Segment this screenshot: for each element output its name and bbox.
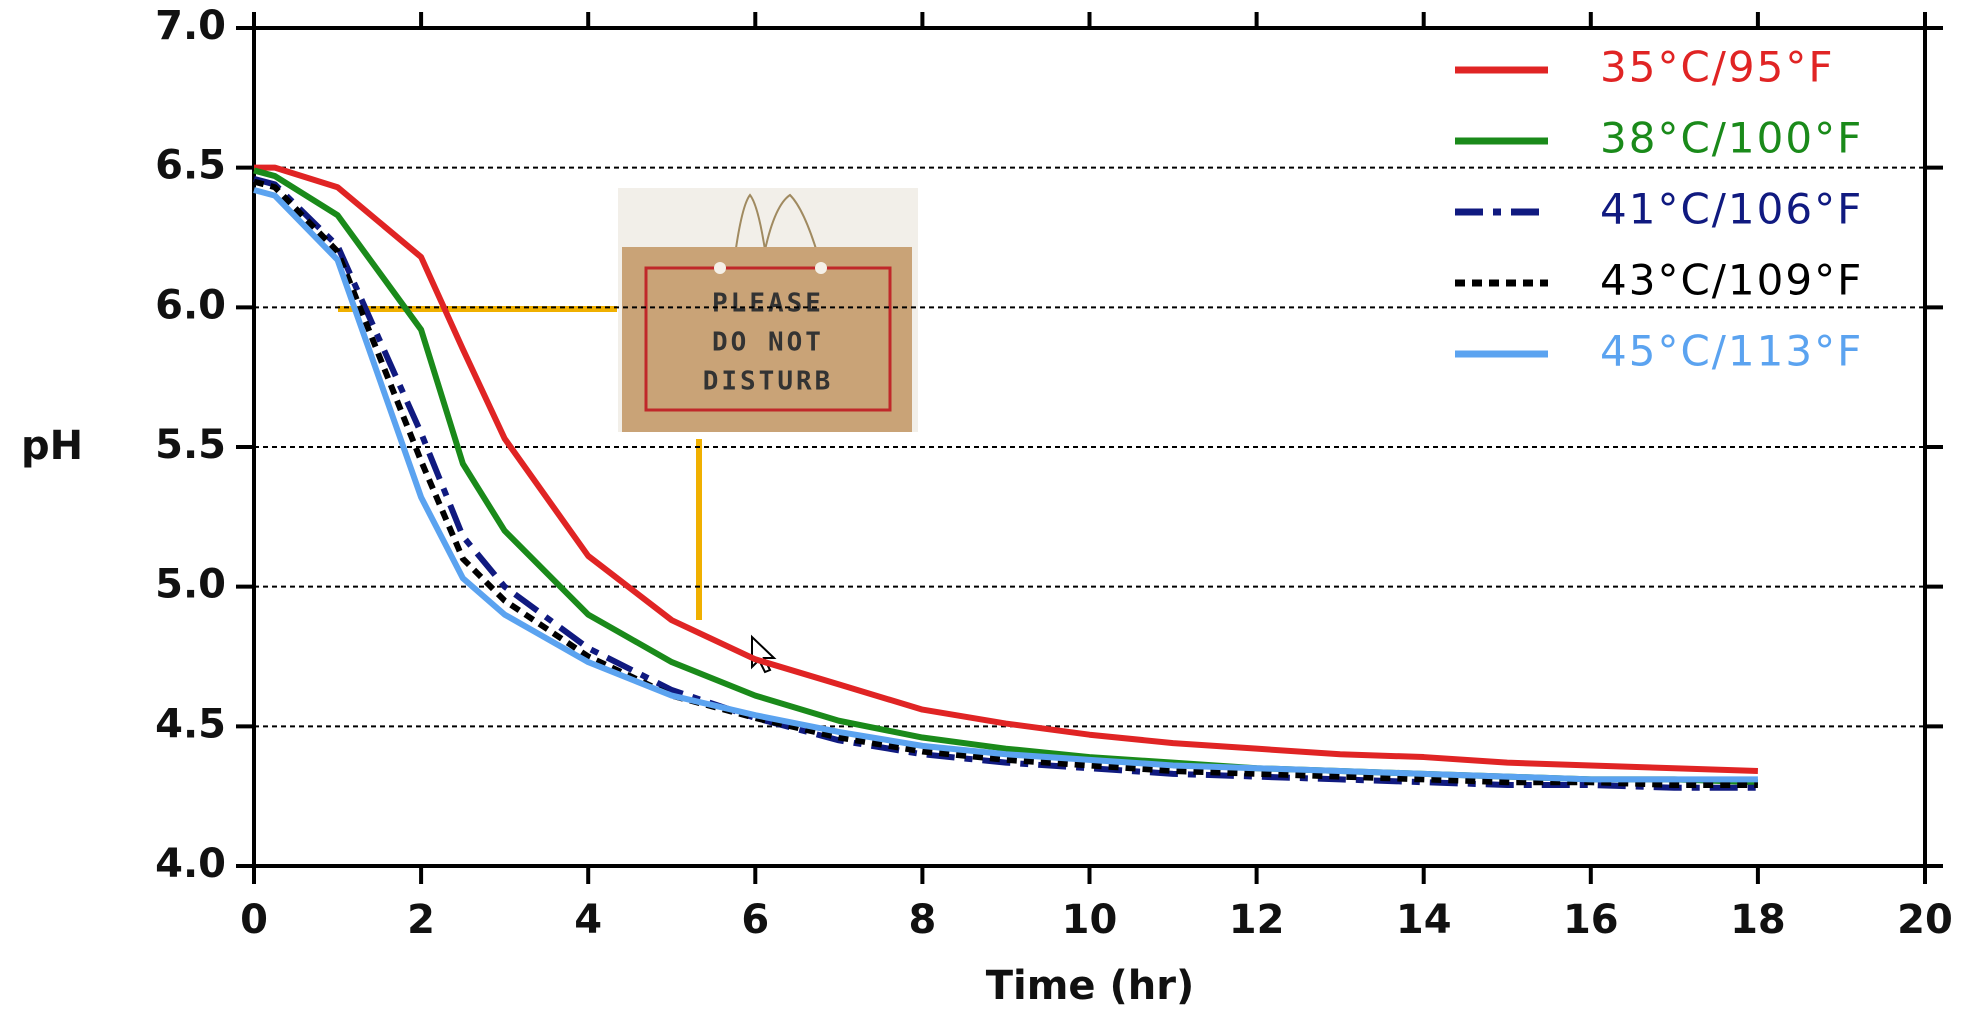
x-tick-label: 2 — [407, 897, 435, 943]
legend-label: 41°C/106°F — [1600, 185, 1863, 234]
series-line — [254, 168, 1758, 771]
x-tick-label: 4 — [574, 897, 602, 943]
y-tick-label: 6.5 — [155, 143, 226, 189]
legend-label: 38°C/100°F — [1600, 114, 1863, 163]
sign-text: DISTURB — [703, 367, 834, 397]
sign-text: DO NOT — [712, 328, 824, 358]
y-tick-label: 6.0 — [155, 282, 226, 328]
y-tick-label: 4.5 — [155, 701, 226, 747]
x-tick-label: 0 — [240, 897, 268, 943]
chart: pH Time (hr) PLEASE DO NOT DISTURB 4.0 4.5 5… — [0, 0, 1965, 1013]
legend-label: 43°C/109°F — [1600, 256, 1863, 305]
y-axis-label: pH — [21, 423, 83, 469]
series-line — [254, 182, 1758, 785]
sign-text: PLEASE — [712, 289, 824, 319]
y-tick-label: 7.0 — [155, 3, 226, 49]
x-tick-label: 12 — [1229, 897, 1285, 943]
x-tick-label: 20 — [1897, 897, 1953, 943]
x-tick-label: 8 — [908, 897, 936, 943]
sign-image: PLEASE DO NOT DISTURB — [618, 188, 918, 432]
x-tick-label: 6 — [741, 897, 769, 943]
page: pH Time (hr) PLEASE DO NOT DISTURB 4.0 4.5 5… — [0, 0, 1965, 1013]
x-tick-label: 18 — [1730, 897, 1786, 943]
legend-label: 35°C/95°F — [1600, 43, 1835, 92]
series-line — [254, 170, 1758, 782]
legend-label: 45°C/113°F — [1600, 327, 1863, 376]
x-tick-label: 16 — [1563, 897, 1619, 943]
x-tick-label: 14 — [1396, 897, 1452, 943]
series-line — [254, 190, 1758, 779]
y-tick-label: 4.0 — [155, 841, 226, 887]
y-tick-label: 5.0 — [155, 562, 226, 608]
x-tick-label: 10 — [1062, 897, 1118, 943]
sign-hole — [714, 262, 726, 274]
y-tick-label: 5.5 — [155, 422, 226, 468]
series-line — [254, 179, 1758, 788]
sign-hole — [815, 262, 827, 274]
x-axis-label: Time (hr) — [986, 963, 1195, 1009]
